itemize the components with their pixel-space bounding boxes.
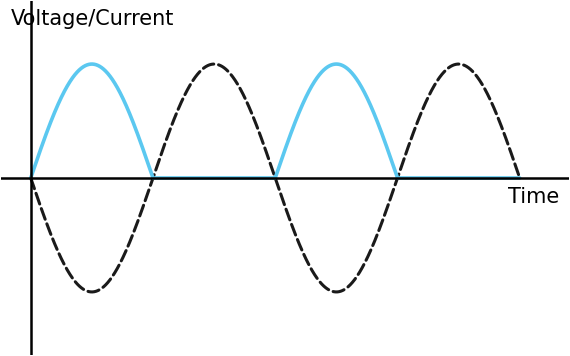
Text: Time: Time bbox=[507, 187, 559, 207]
Text: Voltage/Current: Voltage/Current bbox=[11, 9, 174, 29]
